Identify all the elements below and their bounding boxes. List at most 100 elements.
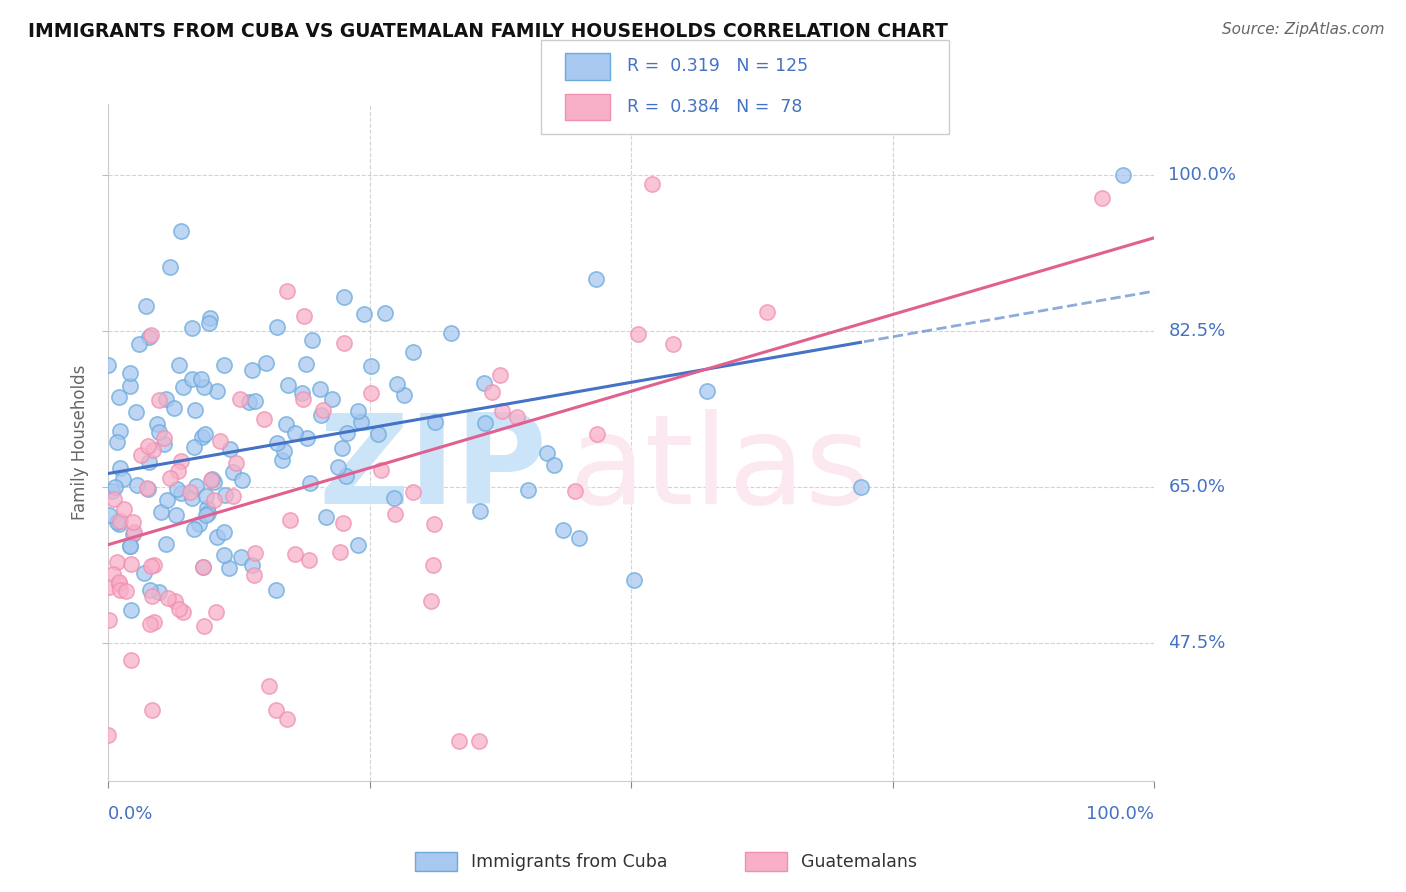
Point — [360, 385, 382, 400]
Text: atlas: atlas — [568, 409, 870, 530]
Point — [447, 733, 470, 747]
Point — [402, 485, 425, 500]
Point — [202, 475, 225, 490]
Point — [422, 558, 444, 573]
Point — [107, 576, 129, 591]
Point — [326, 460, 349, 475]
Point — [170, 224, 193, 238]
Point — [184, 402, 207, 417]
Point — [346, 538, 368, 552]
Point — [141, 589, 163, 603]
Point — [374, 305, 396, 319]
Point — [240, 363, 263, 377]
Point — [118, 367, 141, 381]
Point — [440, 326, 463, 341]
Point — [197, 506, 219, 520]
Point — [1091, 191, 1114, 205]
Point — [195, 501, 218, 516]
Point — [163, 594, 186, 608]
Point — [474, 416, 496, 430]
Point — [402, 345, 425, 359]
Point — [585, 272, 607, 286]
Point — [166, 482, 188, 496]
Point — [125, 405, 148, 419]
Point — [105, 515, 128, 529]
Point — [367, 426, 389, 441]
Point — [136, 482, 159, 496]
Point — [392, 388, 415, 402]
Point — [568, 531, 591, 545]
Point — [107, 555, 129, 569]
Point — [382, 491, 405, 505]
Point — [98, 508, 121, 523]
Point — [198, 317, 221, 331]
Point — [276, 712, 298, 726]
Point — [193, 380, 215, 394]
Point — [112, 502, 135, 516]
Point — [194, 508, 217, 522]
Point — [333, 289, 356, 303]
Point — [127, 478, 149, 492]
Point — [108, 582, 131, 597]
Point — [148, 585, 170, 599]
Point — [238, 395, 260, 409]
Point — [214, 525, 236, 540]
Point — [112, 472, 135, 486]
Point — [335, 468, 357, 483]
Point — [468, 504, 491, 518]
Point — [264, 583, 287, 598]
Point — [159, 260, 181, 275]
Point — [169, 358, 191, 372]
Point — [122, 527, 145, 541]
Point — [254, 356, 277, 370]
Point — [208, 434, 231, 449]
Point — [468, 733, 491, 747]
Point — [166, 464, 188, 478]
Point — [329, 545, 352, 559]
Point — [194, 489, 217, 503]
Point — [98, 613, 121, 627]
Point — [276, 284, 298, 298]
Point — [155, 392, 177, 407]
Point — [212, 548, 235, 562]
Point — [218, 561, 240, 575]
Point — [150, 505, 173, 519]
Point — [641, 178, 664, 192]
Point — [219, 442, 242, 456]
Point — [266, 319, 288, 334]
Point — [97, 358, 120, 372]
Point — [148, 425, 170, 440]
Point — [139, 582, 162, 597]
Point — [191, 560, 214, 574]
Point — [298, 476, 321, 491]
Point — [370, 463, 392, 477]
Point — [264, 703, 287, 717]
Point — [350, 415, 373, 429]
Point — [98, 580, 121, 594]
Point — [135, 481, 157, 495]
Point — [179, 485, 201, 500]
Point — [172, 605, 194, 619]
Point — [191, 559, 214, 574]
Point — [623, 573, 645, 587]
Point — [332, 516, 354, 530]
Point — [141, 443, 163, 458]
Point — [1112, 169, 1135, 183]
Point — [266, 435, 288, 450]
Point — [190, 372, 212, 386]
Point — [298, 553, 321, 567]
Point — [153, 436, 176, 450]
Point — [156, 493, 179, 508]
Point — [194, 426, 217, 441]
Point — [198, 310, 221, 325]
Point — [309, 383, 332, 397]
Point — [181, 371, 204, 385]
Point — [107, 516, 129, 531]
Point — [517, 483, 540, 498]
Point — [312, 403, 335, 417]
Point — [120, 378, 142, 392]
Point — [105, 434, 128, 449]
Point — [489, 368, 512, 382]
Point — [242, 568, 264, 582]
Point — [141, 703, 163, 717]
